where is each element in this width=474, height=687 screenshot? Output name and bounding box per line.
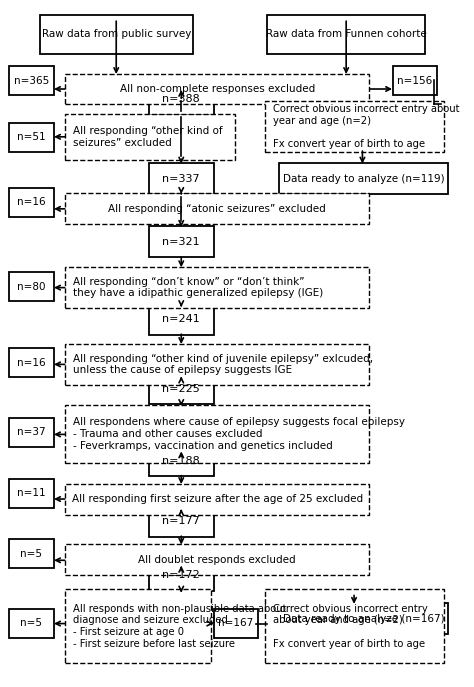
Text: n=11: n=11 [17, 488, 46, 498]
FancyBboxPatch shape [214, 609, 258, 638]
FancyBboxPatch shape [265, 589, 444, 664]
Text: n=337: n=337 [163, 174, 200, 183]
FancyBboxPatch shape [65, 193, 369, 225]
Text: All responding “other kind of
seizures” excluded: All responding “other kind of seizures” … [73, 126, 223, 148]
FancyBboxPatch shape [279, 163, 448, 194]
FancyBboxPatch shape [392, 66, 437, 95]
FancyBboxPatch shape [267, 15, 425, 54]
Text: All responding “don’t know” or “don’t think”
they have a idipathic generalized e: All responding “don’t know” or “don’t th… [73, 277, 323, 298]
Text: n=80: n=80 [17, 282, 46, 291]
Text: n=51: n=51 [17, 132, 46, 142]
FancyBboxPatch shape [65, 74, 369, 104]
Text: All respondens where cause of epilepsy suggests focal epilepsy
- Trauma and othe: All respondens where cause of epilepsy s… [73, 418, 405, 451]
Text: n=16: n=16 [17, 197, 46, 207]
FancyBboxPatch shape [9, 123, 54, 152]
FancyBboxPatch shape [9, 418, 54, 447]
Text: n=156: n=156 [397, 76, 432, 86]
FancyBboxPatch shape [9, 479, 54, 508]
Text: n=177: n=177 [163, 516, 200, 526]
FancyBboxPatch shape [265, 101, 444, 152]
Text: All responding “other kind of juvenile epilepsy” exlcuded,
unless the cause of e: All responding “other kind of juvenile e… [73, 354, 373, 375]
FancyBboxPatch shape [149, 373, 214, 404]
Text: Raw data from public survey: Raw data from public survey [42, 30, 191, 39]
FancyBboxPatch shape [9, 188, 54, 217]
Text: Raw data from Funnen cohorte: Raw data from Funnen cohorte [266, 30, 427, 39]
Text: n=16: n=16 [17, 358, 46, 368]
FancyBboxPatch shape [149, 226, 214, 258]
FancyBboxPatch shape [9, 272, 54, 301]
FancyBboxPatch shape [65, 589, 211, 664]
FancyBboxPatch shape [9, 348, 54, 377]
FancyBboxPatch shape [149, 84, 214, 115]
FancyBboxPatch shape [39, 15, 193, 54]
FancyBboxPatch shape [65, 267, 369, 308]
Text: n=5: n=5 [20, 549, 43, 559]
Text: Correct obvious incorrect entry
about year and age (n=2)

Fx convert year of bir: Correct obvious incorrect entry about ye… [273, 604, 428, 649]
Text: n=37: n=37 [17, 427, 46, 437]
FancyBboxPatch shape [65, 344, 369, 385]
Text: n=188: n=188 [163, 455, 200, 466]
Text: All responds with non-plausible data about
diagnose and seizure excluded
- First: All responds with non-plausible data abo… [73, 604, 286, 649]
FancyBboxPatch shape [9, 66, 54, 95]
FancyBboxPatch shape [149, 560, 214, 591]
Text: All doublet responds excluded: All doublet responds excluded [138, 554, 296, 565]
Text: n=167: n=167 [218, 618, 254, 628]
Text: n=172: n=172 [163, 570, 200, 580]
Text: All non-complete responses excluded: All non-complete responses excluded [119, 84, 315, 94]
Text: All responding first seizure after the age of 25 excluded: All responding first seizure after the a… [72, 494, 363, 504]
FancyBboxPatch shape [279, 603, 448, 634]
FancyBboxPatch shape [65, 405, 369, 462]
FancyBboxPatch shape [65, 544, 369, 575]
Text: Data ready to analyze (n=119): Data ready to analyze (n=119) [283, 174, 445, 183]
FancyBboxPatch shape [65, 484, 369, 515]
Text: n=225: n=225 [163, 383, 200, 394]
FancyBboxPatch shape [149, 304, 214, 335]
Text: n=388: n=388 [163, 94, 200, 104]
Text: n=321: n=321 [163, 237, 200, 247]
Text: n=365: n=365 [14, 76, 49, 86]
FancyBboxPatch shape [9, 539, 54, 568]
FancyBboxPatch shape [149, 163, 214, 194]
Text: Correct obvious incorrect entry about
year and age (n=2)

Fx convert year of bir: Correct obvious incorrect entry about ye… [273, 104, 459, 149]
FancyBboxPatch shape [149, 506, 214, 537]
FancyBboxPatch shape [9, 609, 54, 638]
Text: n=5: n=5 [20, 618, 43, 628]
FancyBboxPatch shape [149, 445, 214, 476]
Text: All responding “atonic seizures” excluded: All responding “atonic seizures” exclude… [109, 204, 326, 214]
Text: Data ready to analyze (n=167): Data ready to analyze (n=167) [283, 614, 445, 624]
FancyBboxPatch shape [65, 114, 235, 159]
Text: n=241: n=241 [163, 314, 200, 324]
